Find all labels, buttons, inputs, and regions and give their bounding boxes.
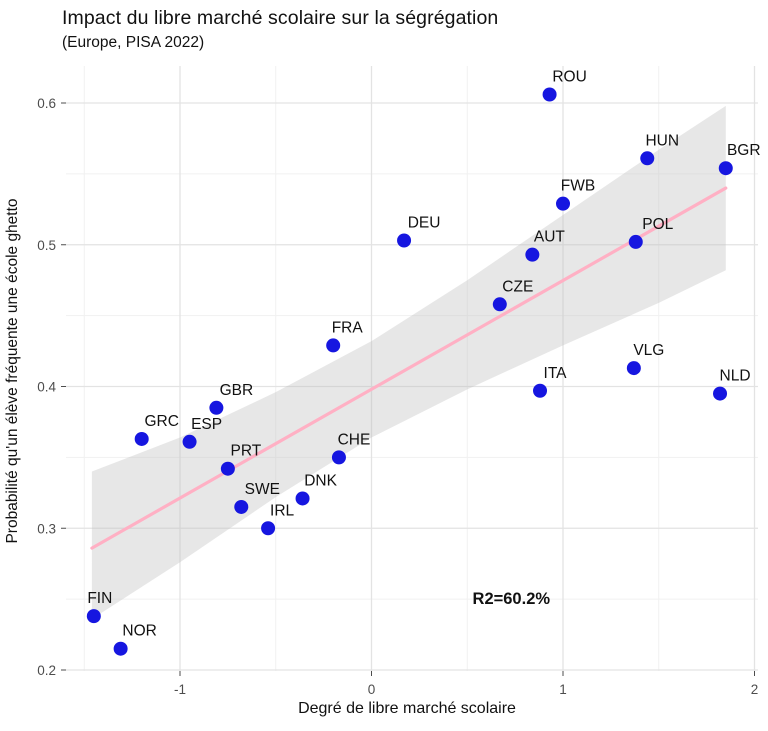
data-point-IRL <box>261 521 276 536</box>
data-point-SWE <box>234 499 249 514</box>
point-label-FRA: FRA <box>332 319 364 336</box>
point-label-DEU: DEU <box>408 214 441 231</box>
point-label-SWE: SWE <box>245 481 280 498</box>
x-tick-label: 1 <box>559 682 567 697</box>
data-point-HUN <box>640 151 655 166</box>
x-tick-label: -1 <box>174 682 186 697</box>
y-axis-title: Probabilité qu'un élève fréquente une éc… <box>4 198 21 544</box>
point-label-ROU: ROU <box>552 68 586 85</box>
data-point-AUT <box>525 247 540 262</box>
data-point-ESP <box>182 434 197 449</box>
confidence-band <box>91 105 726 619</box>
data-point-FRA <box>326 338 341 353</box>
y-tick-label: 0.2 <box>37 663 56 678</box>
point-label-GBR: GBR <box>220 382 254 399</box>
trend-line <box>90 186 728 550</box>
point-label-ESP: ESP <box>191 416 222 433</box>
data-point-PRT <box>220 461 235 476</box>
data-point-DNK <box>295 491 310 506</box>
chart-title: Impact du libre marché scolaire sur la s… <box>62 7 499 29</box>
data-point-DEU <box>397 233 412 248</box>
y-tick-label: 0.5 <box>37 238 56 253</box>
point-label-FWB: FWB <box>561 178 595 195</box>
data-point-CHE <box>331 450 346 465</box>
point-label-VLG: VLG <box>633 342 664 359</box>
r2-annotation: R2=60.2% <box>473 590 551 608</box>
point-label-NOR: NOR <box>122 623 156 640</box>
data-point-CZE <box>492 297 507 312</box>
y-tick-label: 0.6 <box>37 96 56 111</box>
data-point-FIN <box>86 609 101 624</box>
point-label-NLD: NLD <box>720 368 751 385</box>
point-label-CHE: CHE <box>338 431 371 448</box>
data-point-ROU <box>542 87 557 102</box>
point-label-IRL: IRL <box>270 502 295 519</box>
chart-subtitle: (Europe, PISA 2022) <box>62 34 205 51</box>
data-point-FWB <box>556 196 570 211</box>
data-point-BGR <box>718 161 733 176</box>
point-label-BGR: BGR <box>727 142 761 159</box>
data-point-NLD <box>713 386 728 401</box>
data-point-ITA <box>533 383 548 398</box>
point-label-POL: POL <box>642 216 673 233</box>
point-label-GRC: GRC <box>144 413 178 430</box>
data-point-VLG <box>626 361 641 376</box>
data-point-GRC <box>134 431 149 446</box>
x-tick-label: 2 <box>751 682 759 697</box>
point-label-FIN: FIN <box>87 590 112 607</box>
data-point-NOR <box>113 641 128 656</box>
point-label-AUT: AUT <box>534 229 566 246</box>
data-point-POL <box>628 234 643 249</box>
point-label-HUN: HUN <box>645 132 679 149</box>
data-point-GBR <box>209 400 224 415</box>
x-tick-label: 0 <box>368 682 376 697</box>
y-tick-label: 0.4 <box>37 380 56 395</box>
point-label-ITA: ITA <box>544 365 568 382</box>
x-axis-title: Degré de libre marché scolaire <box>298 700 516 717</box>
point-label-CZE: CZE <box>502 278 533 295</box>
point-label-DNK: DNK <box>304 472 337 489</box>
y-tick-label: 0.3 <box>37 521 56 536</box>
point-label-PRT: PRT <box>231 443 262 460</box>
